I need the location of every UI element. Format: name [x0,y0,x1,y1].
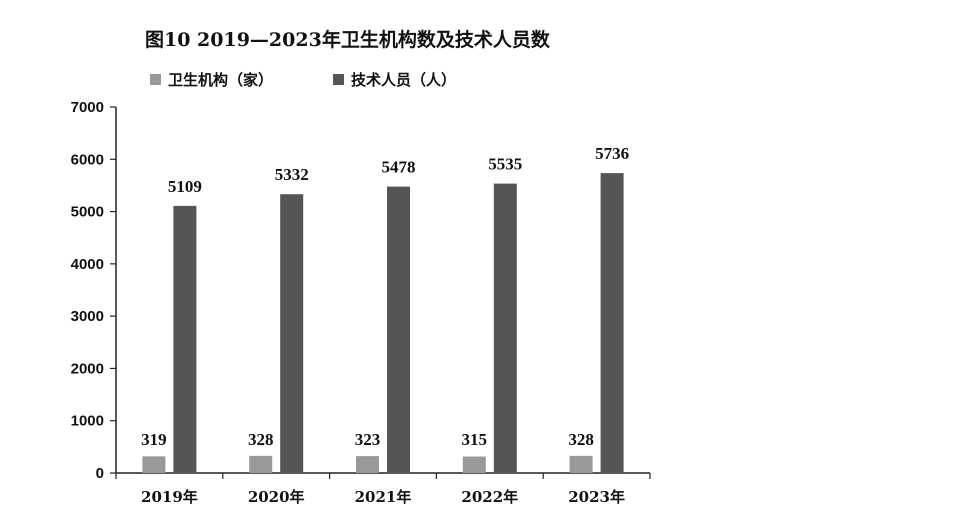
data-label-institutions: 328 [568,430,594,449]
legend-swatch-institutions [150,74,161,85]
y-tick-label: 3000 [71,308,104,325]
legend-label-institutions: 卫生机构（家） [168,71,273,89]
data-label-institutions: 323 [355,430,381,449]
bar-institutions [142,456,166,473]
x-axis: 2019年 2020年 2021年 2022年 2023年 [115,472,651,506]
data-label-institutions: 315 [462,430,488,449]
data-labels: 319 5109 328 5332 323 5478 315 5535 328 5736 [141,144,629,449]
x-tick-label: 2020年 [248,488,305,506]
y-tick-label: 5000 [71,204,104,221]
x-tick-label: 2023年 [568,488,625,506]
legend-label-technicians: 技术人员（人） [351,71,456,89]
data-label-technicians: 5736 [595,144,629,163]
bar-technicians [280,194,304,473]
y-tick-label: 6000 [71,151,104,168]
legend-swatch-technicians [333,74,344,85]
bar-institutions [249,455,273,473]
bar-technicians [600,173,624,473]
y-tick-label: 1000 [71,413,104,430]
x-tick-label: 2022年 [461,488,518,506]
bar-technicians [387,186,410,473]
x-tick-label: 2021年 [355,488,412,506]
y-axis: 0 1000 2000 3000 4000 5000 6000 7000 [71,99,117,482]
bar-technicians [493,183,517,473]
y-tick-label: 0 [96,465,104,482]
chart-title: 图10 2019—2023年卫生机构数及技术人员数 [145,28,551,51]
y-tick-label: 2000 [71,360,104,377]
x-tick-label: 2019年 [141,488,198,506]
data-label-technicians: 5332 [275,165,309,184]
bar-institutions [462,456,486,473]
data-label-technicians: 5478 [382,158,416,177]
y-tick-label: 4000 [71,256,104,273]
data-label-institutions: 328 [248,430,274,449]
bars [142,173,624,473]
legend: 卫生机构（家） 技术人员（人） [150,71,456,89]
data-label-technicians: 5535 [488,155,522,174]
bar-technicians [173,205,197,473]
data-label-institutions: 319 [141,430,167,449]
y-tick-label: 7000 [71,99,104,116]
bar-institutions [569,455,593,473]
bar-institutions [356,456,379,473]
data-label-technicians: 5109 [168,177,202,196]
